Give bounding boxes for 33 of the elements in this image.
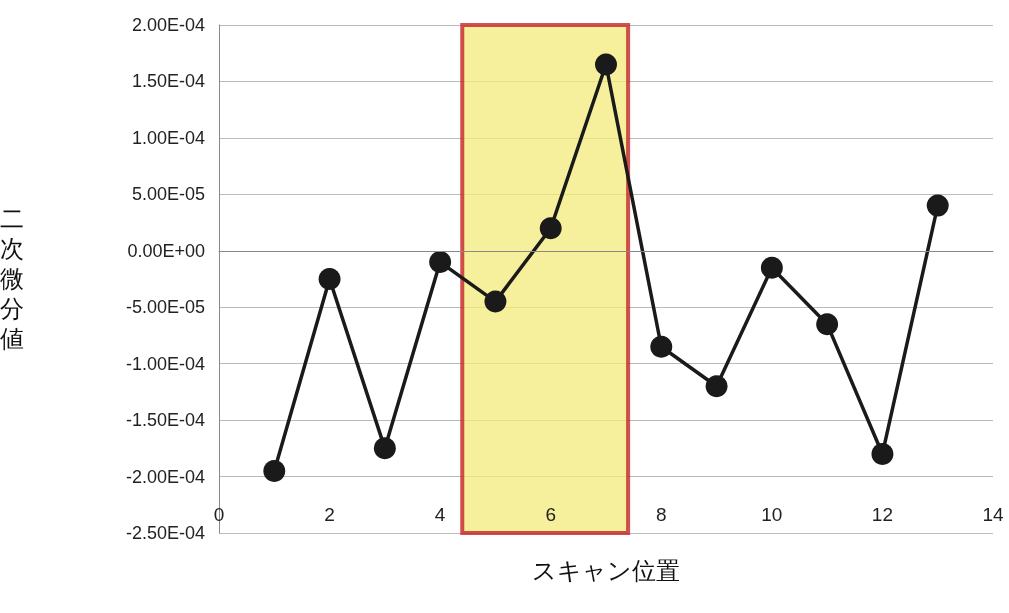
- point: [373, 437, 396, 460]
- x-tick-label: 10: [761, 504, 783, 525]
- x-tick-label: 14: [982, 504, 1004, 525]
- y-tick-label: 5.00E-05: [131, 184, 205, 205]
- point: [318, 268, 341, 290]
- y-axis-title: 二次微分値: [0, 206, 24, 352]
- x-tick-label: 6: [545, 504, 556, 525]
- point: [595, 53, 617, 76]
- x-tick-label: 2: [324, 504, 335, 525]
- y-tick-label: -2.00E-04: [125, 466, 205, 487]
- point: [705, 375, 728, 398]
- x-axis-title: スキャン位置: [532, 558, 680, 584]
- y-tick-label: -1.00E-04: [125, 353, 205, 374]
- x-tick-label: 4: [434, 504, 446, 525]
- point: [650, 335, 673, 358]
- point: [263, 459, 286, 482]
- point: [484, 290, 507, 313]
- point: [816, 313, 839, 336]
- x-tick-label: 0: [213, 504, 225, 525]
- point: [871, 442, 894, 465]
- x-tick-label: 8: [656, 504, 667, 525]
- point: [539, 217, 562, 240]
- x-tick-label: 12: [871, 504, 893, 525]
- point: [429, 251, 452, 274]
- y-tick-label: 0.00E+00: [127, 240, 205, 261]
- y-tick-label: -2.50E-04: [125, 523, 205, 543]
- y-tick-label: -1.50E-04: [125, 410, 205, 431]
- y-tick-label: 1.50E-04: [131, 71, 205, 92]
- point: [760, 256, 783, 279]
- y-tick-label: 2.00E-04: [131, 15, 205, 35]
- point: [926, 194, 949, 217]
- y-tick-label: 1.00E-04: [131, 127, 205, 148]
- y-tick-label: -5.00E-05: [125, 297, 205, 318]
